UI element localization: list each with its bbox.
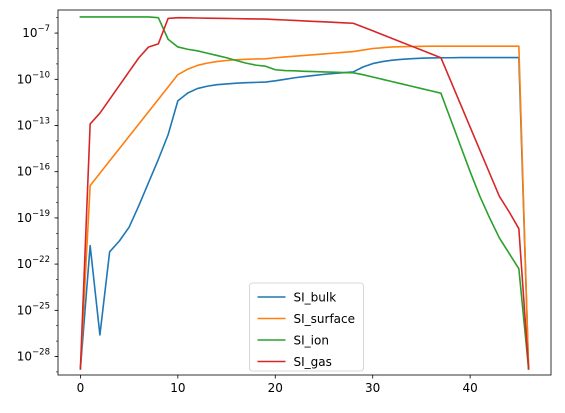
x-tick-label: 0: [77, 381, 85, 395]
y-tick-label: 10−16: [17, 163, 50, 179]
legend-label-si-surface: SI_surface: [294, 312, 356, 326]
series-line-si-gas: [79, 16, 530, 370]
x-tick-label: 40: [462, 381, 477, 395]
series-group: [79, 16, 530, 370]
legend-label-si-ion: SI_ion: [294, 334, 329, 348]
x-tick-label: 30: [365, 381, 380, 395]
y-tick-label: 10−28: [17, 348, 50, 364]
x-tick-label: 10: [170, 381, 185, 395]
y-tick-label: 10−25: [17, 301, 50, 317]
legend-label-si-gas: SI_gas: [294, 355, 332, 369]
plot-frame: [57, 9, 552, 376]
legend-label-si-bulk: SI_bulk: [294, 291, 337, 305]
x-tick-label: 20: [268, 381, 283, 395]
series-line-si-ion: [79, 16, 530, 370]
series-line-si-bulk: [79, 56, 530, 370]
y-tick-label: 10−13: [17, 117, 50, 133]
legend-box: [249, 282, 364, 372]
y-tick-label: 10−19: [17, 209, 50, 225]
y-tick-label: 10−10: [17, 70, 50, 86]
y-tick-label: 10−7: [22, 24, 50, 40]
y-tick-label: 10−22: [17, 255, 50, 271]
series-line-si-surface: [79, 45, 530, 370]
